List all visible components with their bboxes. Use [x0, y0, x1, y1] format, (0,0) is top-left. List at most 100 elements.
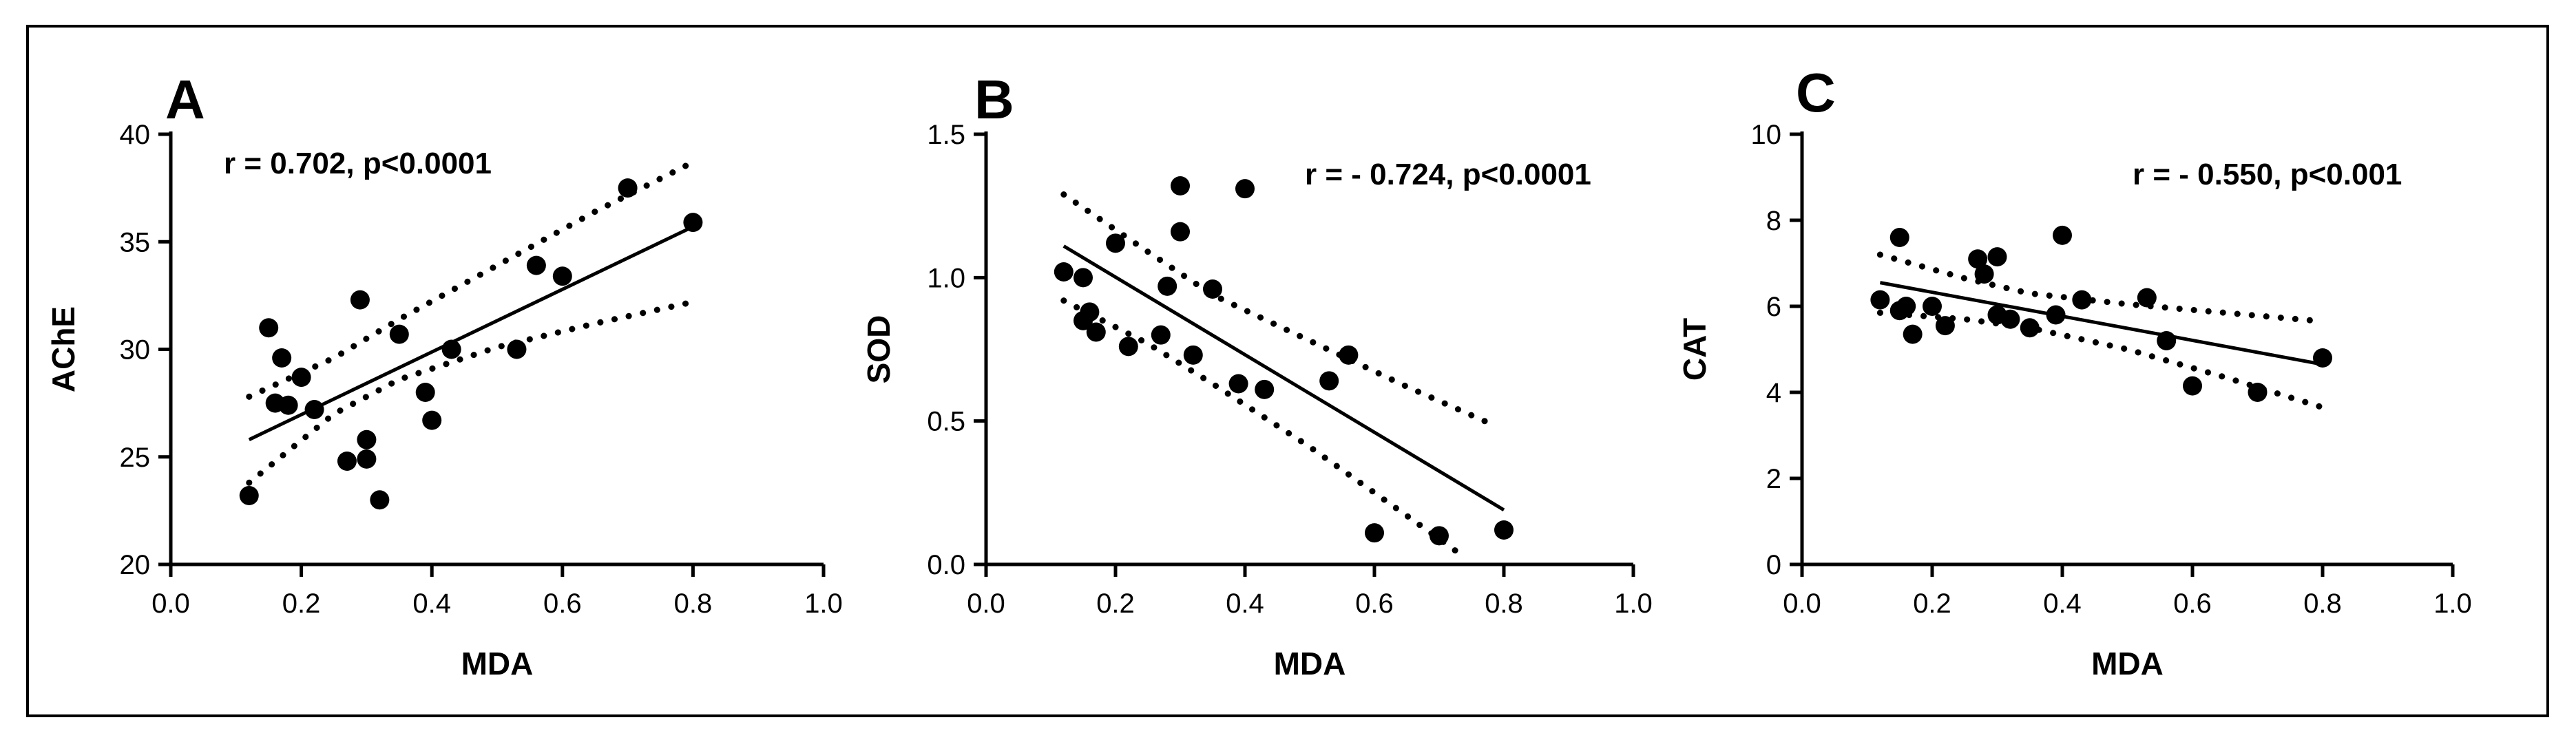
data-point	[683, 213, 703, 233]
data-point	[1106, 233, 1125, 253]
figure-border	[26, 25, 2549, 717]
data-point	[1183, 345, 1203, 365]
regression-line	[248, 225, 694, 442]
panel-letter: C	[1796, 62, 1836, 123]
y-tick-label: 0	[1766, 550, 1781, 580]
y-tick-label: 40	[120, 120, 151, 150]
data-point	[1171, 176, 1190, 195]
data-point	[1968, 249, 1988, 269]
data-point	[278, 395, 298, 415]
data-point	[1151, 325, 1171, 345]
y-tick-label: 0.0	[927, 550, 965, 580]
data-point	[526, 255, 546, 275]
chart-panel-c: 0.0 0.2 0.4 0.6 0.8 1.0 0 2 4 6 8 10 MDA CAT Cr = - 0.…	[1677, 62, 2472, 681]
data-point	[239, 486, 259, 505]
data-point	[1430, 526, 1449, 546]
data-point	[2157, 331, 2177, 350]
data-point	[2313, 348, 2332, 368]
y-tick-label: 30	[120, 335, 151, 365]
y-tick-label: 20	[120, 550, 151, 580]
data-point	[259, 318, 279, 338]
data-point	[1903, 324, 1923, 344]
data-point	[618, 178, 638, 198]
x-axis-title: MDA	[461, 646, 534, 681]
data-point	[2137, 288, 2157, 308]
y-tick-label: 10	[1751, 120, 1782, 150]
y-tick-label: 8	[1766, 206, 1781, 236]
y-tick-label: 35	[120, 227, 151, 257]
chart-panel-b: 0.0 0.2 0.4 0.6 0.8 1.0 0.0 0.5 1.0 1.5 MDA SOD Br =…	[861, 69, 1653, 681]
data-point	[1228, 374, 1248, 394]
data-point	[370, 490, 390, 510]
y-axis-title: AChE	[45, 306, 81, 392]
y-tick-label: 4	[1766, 378, 1781, 408]
data-point	[389, 324, 409, 344]
panel-letter: A	[165, 69, 205, 130]
data-point	[2248, 383, 2268, 402]
x-tick-label: 0.2	[1096, 589, 1135, 619]
data-point	[1889, 228, 1909, 247]
x-tick-label: 0.2	[282, 589, 321, 619]
confidence-band-lower	[246, 299, 696, 486]
x-tick-label: 0.8	[2303, 589, 2342, 619]
data-point	[1255, 379, 1275, 399]
y-tick-label: 2	[1766, 464, 1781, 494]
data-point	[1074, 268, 1093, 288]
regression-line	[1062, 244, 1505, 511]
data-point	[1086, 322, 1106, 342]
data-point	[2183, 376, 2202, 396]
x-tick-label: 1.0	[2433, 589, 2472, 619]
data-point	[1339, 345, 1359, 365]
data-point	[1319, 371, 1339, 391]
data-point	[1494, 520, 1514, 540]
data-point	[1118, 337, 1138, 357]
data-point	[1987, 247, 2007, 267]
x-tick-label: 0.6	[2173, 589, 2212, 619]
data-point	[357, 449, 377, 469]
confidence-band-upper	[1060, 191, 1494, 427]
data-point	[1235, 179, 1255, 199]
data-point	[415, 383, 435, 402]
x-tick-label: 0.4	[412, 589, 451, 619]
x-tick-label: 0.8	[1485, 589, 1523, 619]
data-point	[1158, 276, 1177, 296]
correlation-annotation: r = 0.702, p<0.0001	[224, 147, 492, 180]
y-tick-label: 0.5	[927, 407, 965, 437]
x-tick-label: 0.0	[151, 589, 190, 619]
y-tick-label: 1.5	[927, 120, 965, 150]
data-point	[1870, 290, 1890, 310]
data-point	[1203, 279, 1222, 299]
correlation-annotation: r = - 0.724, p<0.0001	[1305, 158, 1591, 191]
y-tick-label: 1.0	[927, 263, 965, 293]
data-point	[357, 430, 377, 449]
y-axis-title: CAT	[1677, 318, 1713, 381]
data-point	[1365, 523, 1384, 543]
data-point	[507, 339, 527, 359]
data-point	[2072, 290, 2092, 310]
x-tick-label: 0.6	[1355, 589, 1394, 619]
x-tick-label: 0.4	[1226, 589, 1264, 619]
data-point	[2046, 305, 2066, 325]
x-axis-title: MDA	[2091, 646, 2164, 681]
data-point	[291, 368, 311, 388]
regression-line	[1879, 281, 2323, 366]
x-tick-label: 0.2	[1913, 589, 1951, 619]
data-point	[1935, 316, 1955, 336]
data-point	[304, 400, 324, 419]
panel-letter: B	[974, 69, 1014, 130]
x-tick-label: 0.4	[2043, 589, 2082, 619]
x-tick-label: 0.8	[674, 589, 713, 619]
data-point	[441, 339, 461, 359]
x-tick-label: 0.0	[1783, 589, 1821, 619]
data-point	[1974, 264, 1994, 284]
data-point	[1923, 297, 1942, 316]
data-point	[1896, 297, 1916, 316]
y-axis-title: SOD	[861, 315, 897, 384]
data-point	[422, 410, 442, 430]
data-point	[2000, 309, 2020, 329]
data-point	[1080, 302, 1100, 322]
data-point	[1054, 262, 1074, 282]
correlation-annotation: r = - 0.550, p<0.001	[2133, 158, 2402, 191]
